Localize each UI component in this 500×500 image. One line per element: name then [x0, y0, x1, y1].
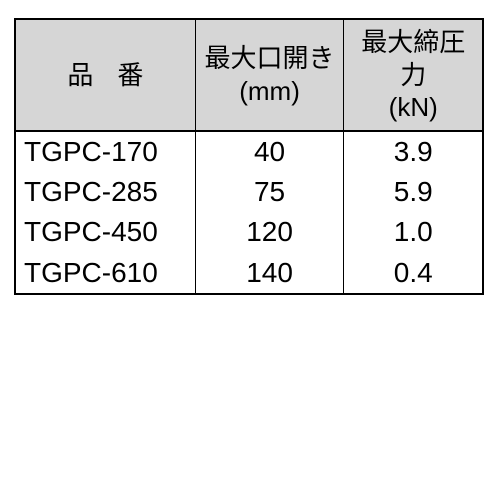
col-header-force-unit: (kN) — [348, 91, 478, 124]
cell-force: 1.0 — [344, 212, 483, 252]
col-header-force-label: 最大締圧力 — [361, 27, 465, 90]
table-container: 品番 最大口開き (mm) 最大締圧力 (kN) TGPC-170 40 3.9… — [0, 0, 500, 313]
col-header-force: 最大締圧力 (kN) — [344, 19, 483, 131]
table-row: TGPC-610 140 0.4 — [15, 253, 483, 294]
cell-part: TGPC-450 — [15, 212, 195, 252]
cell-part: TGPC-170 — [15, 131, 195, 172]
spec-table: 品番 最大口開き (mm) 最大締圧力 (kN) TGPC-170 40 3.9… — [14, 18, 484, 295]
cell-part: TGPC-610 — [15, 253, 195, 294]
cell-force: 3.9 — [344, 131, 483, 172]
col-header-opening-label: 最大口開き — [205, 43, 335, 73]
col-header-opening-unit: (mm) — [200, 75, 340, 108]
cell-open: 40 — [195, 131, 344, 172]
cell-open: 140 — [195, 253, 344, 294]
table-row: TGPC-170 40 3.9 — [15, 131, 483, 172]
header-row: 品番 最大口開き (mm) 最大締圧力 (kN) — [15, 19, 483, 131]
table-row: TGPC-450 120 1.0 — [15, 212, 483, 252]
col-header-part-label: 品番 — [67, 60, 167, 90]
cell-force: 0.4 — [344, 253, 483, 294]
cell-part: TGPC-285 — [15, 172, 195, 212]
cell-open: 75 — [195, 172, 344, 212]
col-header-part: 品番 — [15, 19, 195, 131]
table-row: TGPC-285 75 5.9 — [15, 172, 483, 212]
cell-force: 5.9 — [344, 172, 483, 212]
cell-open: 120 — [195, 212, 344, 252]
col-header-opening: 最大口開き (mm) — [195, 19, 344, 131]
